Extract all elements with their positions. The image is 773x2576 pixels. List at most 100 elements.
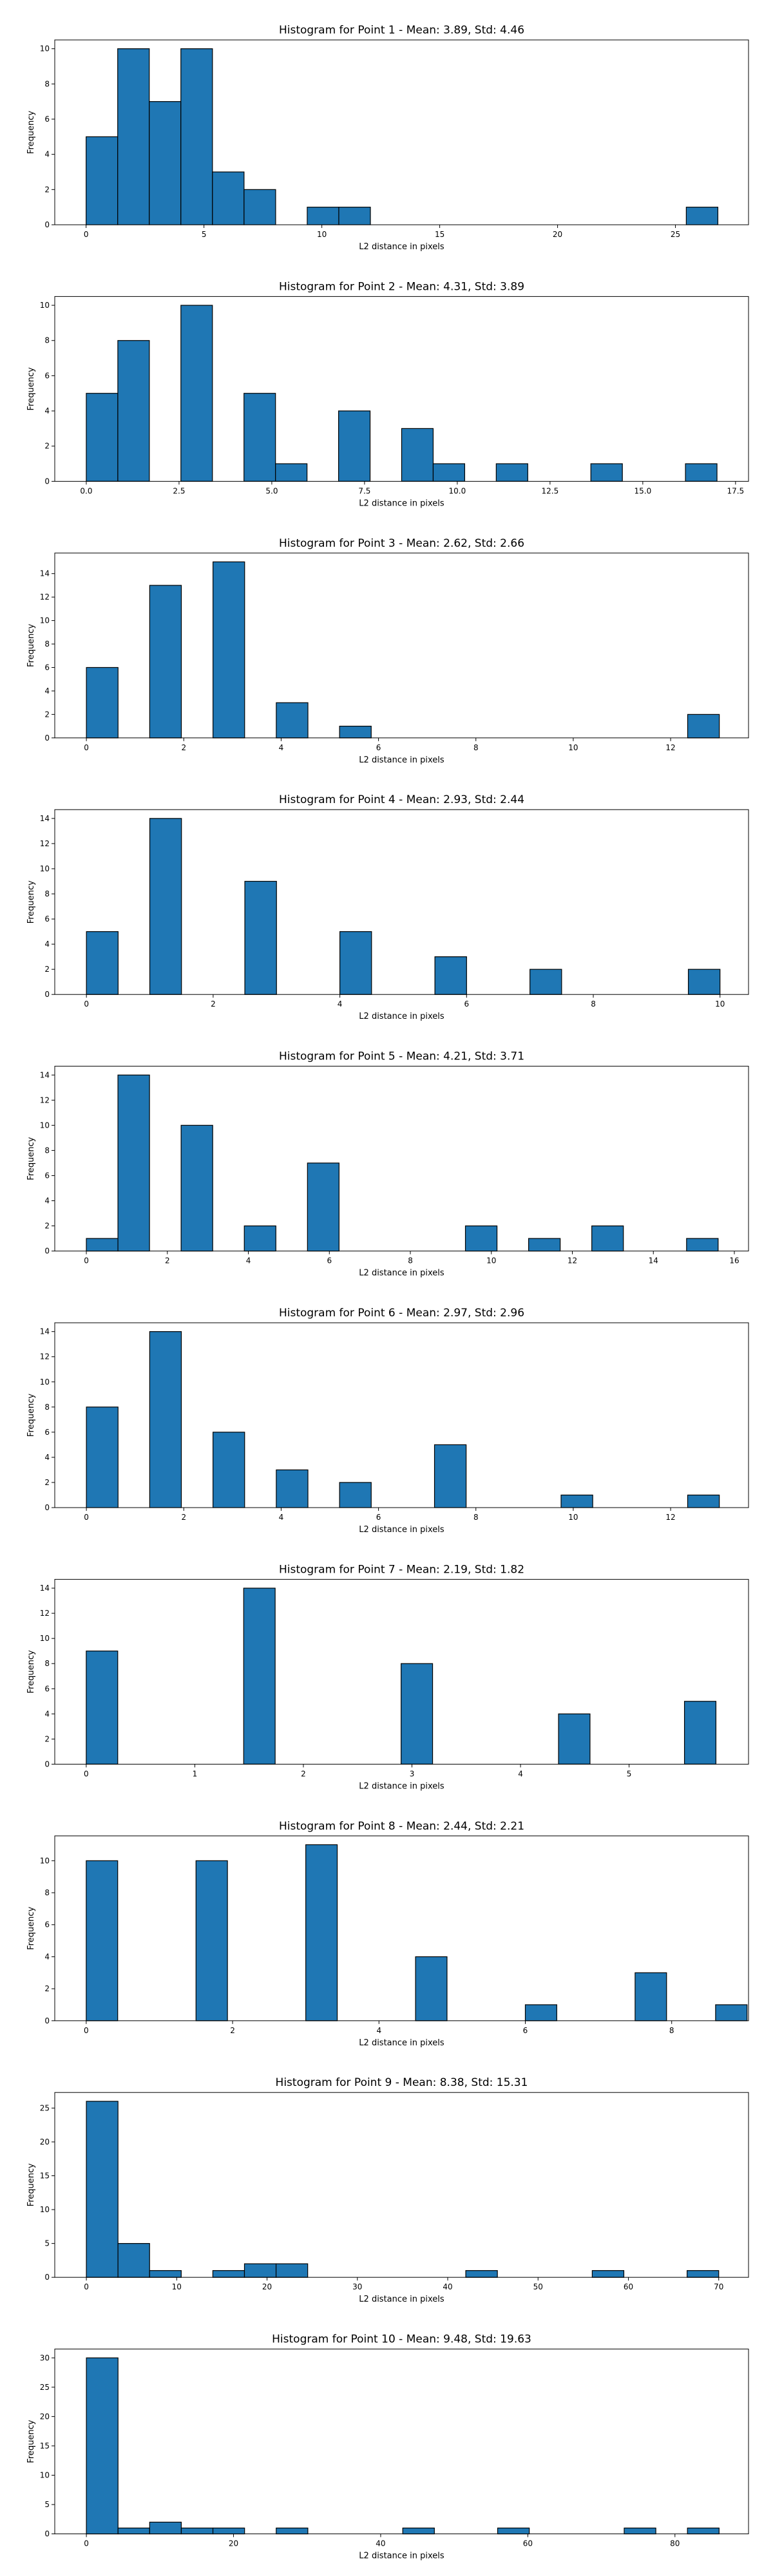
histogram-bar [244, 880, 277, 995]
y-tick-label: 10 [40, 2470, 50, 2479]
y-axis-label: Frequency [26, 1137, 36, 1180]
y-tick-label: 12 [40, 1609, 50, 1618]
x-tick-label: 6 [376, 743, 381, 752]
x-tick-label: 20 [553, 230, 562, 239]
histogram-bar [685, 207, 719, 225]
histogram-bar [624, 2527, 656, 2535]
x-tick-label: 8 [473, 1513, 479, 1522]
x-tick-label: 8 [408, 1256, 413, 1265]
x-axis-label: L2 distance in pixels [359, 1781, 444, 1791]
chart-1: Histogram for Point 1 - Mean: 3.89, Std:… [26, 24, 749, 252]
histogram-bar [212, 2527, 245, 2535]
chart-6: Histogram for Point 6 - Mean: 2.97, Std:… [26, 1307, 749, 1535]
histogram-bar [195, 1860, 228, 2022]
x-tick-label: 70 [714, 2282, 723, 2291]
histogram-bar [687, 2527, 720, 2535]
x-tick-label: 2 [165, 1256, 170, 1265]
histogram-bar [117, 1074, 150, 1252]
histogram-bar [401, 428, 434, 482]
chart-9: Histogram for Point 9 - Mean: 8.38, Std:… [26, 2076, 749, 2304]
y-axis-label: Frequency [26, 2163, 36, 2206]
x-tick-label: 5 [202, 230, 207, 239]
histogram-bar [180, 2527, 214, 2535]
y-tick-label: 4 [44, 1197, 50, 1206]
y-tick-label: 4 [44, 150, 50, 159]
chart-title: Histogram for Point 3 - Mean: 2.62, Std:… [279, 537, 524, 550]
histogram-bar [687, 1494, 720, 1508]
y-axis-label: Frequency [26, 111, 36, 154]
y-tick-label: 0 [44, 220, 50, 229]
x-tick-label: 0 [84, 230, 89, 239]
y-tick-label: 6 [44, 1171, 50, 1180]
histogram-bar [243, 393, 276, 482]
x-tick-label: 0 [84, 999, 89, 1009]
histogram-bar [180, 1124, 213, 1252]
chart-title: Histogram for Point 7 - Mean: 2.19, Std:… [279, 1563, 524, 1576]
axes-frame [54, 2092, 749, 2278]
x-tick-label: 2 [230, 2026, 235, 2035]
x-axis-label: L2 distance in pixels [359, 755, 444, 765]
histogram-bar [213, 1432, 245, 1508]
histogram-bar [86, 136, 119, 225]
x-tick-label: 4 [246, 1256, 251, 1265]
x-tick-label: 5 [627, 1769, 632, 1778]
y-tick-label: 8 [44, 1146, 50, 1155]
histogram-bar [307, 207, 339, 225]
y-axis-label: Frequency [26, 1906, 36, 1949]
y-tick-label: 8 [44, 639, 50, 649]
histogram-bar [86, 1238, 119, 1252]
x-tick-label: 20 [229, 2539, 238, 2548]
histogram-bar [86, 393, 119, 482]
chart-title: Histogram for Point 10 - Mean: 9.48, Std… [272, 2333, 531, 2346]
histogram-bar [497, 2527, 530, 2535]
histogram-bar [149, 101, 182, 225]
histogram-bar [685, 463, 718, 482]
x-tick-label: 4 [518, 1769, 523, 1778]
y-tick-label: 2 [44, 965, 50, 974]
chart-2: Histogram for Point 2 - Mean: 4.31, Std:… [26, 280, 749, 508]
x-tick-label: 10 [715, 999, 725, 1009]
x-axis-label: L2 distance in pixels [359, 242, 444, 252]
x-tick-label: 0 [84, 1256, 89, 1265]
y-tick-label: 10 [40, 1378, 50, 1387]
histogram-bar [530, 969, 562, 995]
y-tick-label: 8 [44, 1888, 50, 1897]
histogram-bar [434, 956, 467, 995]
histogram-bar [591, 2270, 625, 2278]
y-tick-label: 2 [44, 1222, 50, 1231]
x-tick-label: 2 [181, 743, 186, 752]
y-tick-label: 14 [40, 1070, 50, 1079]
y-tick-label: 4 [44, 1709, 50, 1718]
y-tick-label: 2 [44, 1734, 50, 1743]
histogram-bar [401, 1663, 434, 1765]
histogram-bar [464, 1225, 498, 1252]
y-tick-label: 2 [44, 1478, 50, 1487]
chart-3: Histogram for Point 3 - Mean: 2.62, Std:… [26, 537, 749, 765]
y-tick-label: 4 [44, 1453, 50, 1462]
x-tick-label: 16 [729, 1256, 739, 1265]
histogram-bar [86, 667, 119, 739]
histogram-bar [686, 1238, 719, 1252]
y-tick-label: 2 [44, 710, 50, 719]
y-tick-label: 6 [44, 1428, 50, 1437]
y-tick-label: 4 [44, 940, 50, 949]
y-tick-label: 0 [44, 2530, 50, 2539]
histogram-bar [149, 818, 182, 995]
x-tick-label: 10 [486, 1256, 496, 1265]
x-tick-label: 8 [669, 2026, 674, 2035]
x-axis-label: L2 distance in pixels [359, 2038, 444, 2048]
x-tick-label: 4 [338, 999, 343, 1009]
histogram-bar [338, 410, 371, 482]
y-axis-label: Frequency [26, 1394, 36, 1437]
histogram-bar [86, 2357, 119, 2535]
histogram-bar [86, 1860, 119, 2022]
chart-title: Histogram for Point 8 - Mean: 2.44, Std:… [279, 1820, 524, 1833]
x-tick-label: 7.5 [358, 486, 370, 495]
y-tick-label: 0 [44, 1759, 50, 1768]
x-tick-label: 0 [84, 743, 89, 752]
x-tick-label: 40 [443, 2282, 452, 2291]
axes-frame [54, 39, 749, 225]
histogram-bar [305, 1844, 338, 2022]
y-tick-label: 12 [40, 1095, 50, 1104]
y-tick-label: 8 [44, 1659, 50, 1668]
